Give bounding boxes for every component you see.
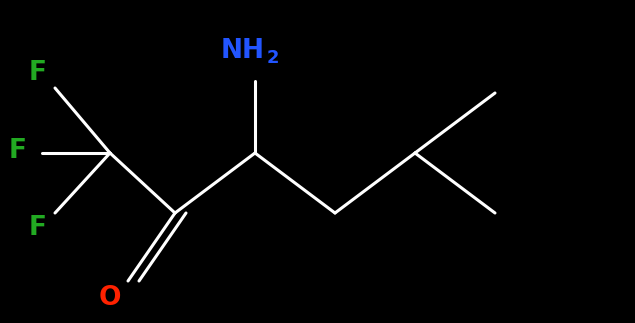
Text: 2: 2: [267, 49, 279, 67]
Text: F: F: [9, 138, 27, 164]
Text: NH: NH: [221, 38, 265, 64]
Text: F: F: [29, 60, 47, 86]
Text: F: F: [29, 215, 47, 241]
Text: O: O: [99, 285, 121, 311]
